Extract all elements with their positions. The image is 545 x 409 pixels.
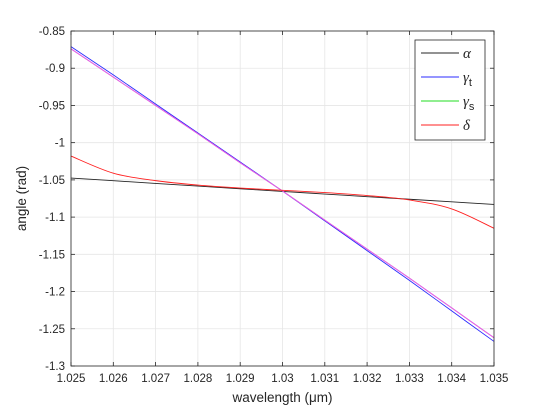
x-tick-label: 1.03 (271, 373, 293, 385)
delta-line (70, 155, 495, 229)
y-tick-label: -0.9 (45, 63, 65, 75)
legend-box (414, 39, 486, 141)
y-tick-label: -0.85 (39, 26, 65, 38)
y-tick-label: -1.25 (39, 324, 65, 336)
legend-gamma-t-symbol: γ (463, 70, 470, 86)
x-tick-label: 1.032 (353, 373, 382, 385)
x-tick-label: 1.029 (226, 373, 255, 385)
y-tick-label: -1.3 (45, 361, 65, 373)
legend-gamma-s-symbol: γ (463, 94, 470, 110)
y-tick-label: -1.1 (45, 212, 65, 224)
y-axis-label: angle (rad) (14, 166, 29, 231)
y-tick-label: -1.2 (45, 287, 65, 299)
legend-gamma-s-subscript: s (469, 101, 475, 113)
x-tick-label: 1.028 (184, 373, 213, 385)
ticks: 1.025 1.026 1.027 1.028 1.029 1.03 1.031 1.032 1… (39, 26, 509, 385)
y-tick-label: -1.05 (39, 175, 65, 187)
y-tick-label: -1 (55, 138, 65, 150)
legend-alpha-label: α (463, 46, 472, 62)
x-tick-label: 1.034 (437, 373, 466, 385)
legend-alpha-symbol: α (463, 46, 472, 62)
legend-gamma-t-subscript: t (469, 77, 472, 89)
legend-gamma-t-label: γt (463, 70, 472, 89)
x-tick-label: 1.035 (480, 373, 509, 385)
x-tick-label: 1.031 (310, 373, 339, 385)
y-tick-label: -0.95 (39, 100, 65, 112)
x-tick-label: 1.025 (57, 373, 86, 385)
x-tick-label: 1.026 (99, 373, 128, 385)
x-axis-label: wavelength (μm) (231, 390, 332, 405)
legend-delta-label: δ (463, 118, 471, 134)
legend-gamma-s-label: γs (463, 94, 475, 113)
y-tick-label: -1.15 (39, 249, 65, 261)
x-tick-label: 1.027 (141, 373, 170, 385)
series-layer (70, 46, 495, 342)
magenta-line (70, 48, 495, 339)
legend-delta-symbol: δ (463, 118, 471, 134)
x-tick-label: 1.033 (395, 373, 424, 385)
